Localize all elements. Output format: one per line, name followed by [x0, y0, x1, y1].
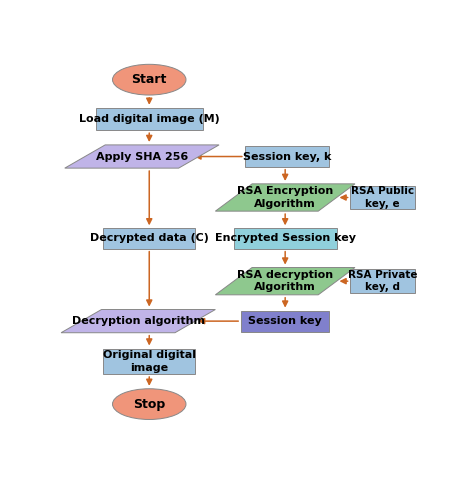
Text: RSA decryption
Algorithm: RSA decryption Algorithm — [237, 270, 333, 292]
Text: Load digital image (Μ): Load digital image (Μ) — [79, 114, 219, 124]
Ellipse shape — [112, 64, 186, 95]
Text: Decryption algorithm: Decryption algorithm — [72, 316, 205, 326]
FancyBboxPatch shape — [103, 228, 195, 249]
Text: RSA Encryption
Algorithm: RSA Encryption Algorithm — [237, 186, 333, 209]
FancyBboxPatch shape — [241, 310, 329, 332]
Polygon shape — [215, 267, 355, 295]
Polygon shape — [61, 309, 215, 333]
Text: RSA Public
key, e: RSA Public key, e — [351, 186, 414, 209]
Text: Session key: Session key — [248, 316, 322, 326]
FancyBboxPatch shape — [350, 269, 415, 293]
Text: RSA Private
key, d: RSA Private key, d — [348, 270, 417, 292]
Text: Apply SHA 256: Apply SHA 256 — [96, 151, 188, 161]
Polygon shape — [215, 184, 355, 211]
Text: Session key, k: Session key, k — [243, 151, 331, 161]
FancyBboxPatch shape — [103, 349, 195, 374]
Text: Stop: Stop — [133, 398, 165, 411]
Ellipse shape — [112, 389, 186, 420]
Text: Encrypted Session key: Encrypted Session key — [215, 233, 356, 243]
Text: Decrypted data (C): Decrypted data (C) — [90, 233, 209, 243]
Text: Start: Start — [132, 73, 167, 86]
FancyBboxPatch shape — [245, 146, 329, 167]
FancyBboxPatch shape — [96, 108, 202, 130]
Polygon shape — [65, 145, 219, 168]
FancyBboxPatch shape — [350, 185, 415, 209]
FancyBboxPatch shape — [234, 228, 337, 249]
Text: Original digital
image: Original digital image — [103, 350, 196, 373]
